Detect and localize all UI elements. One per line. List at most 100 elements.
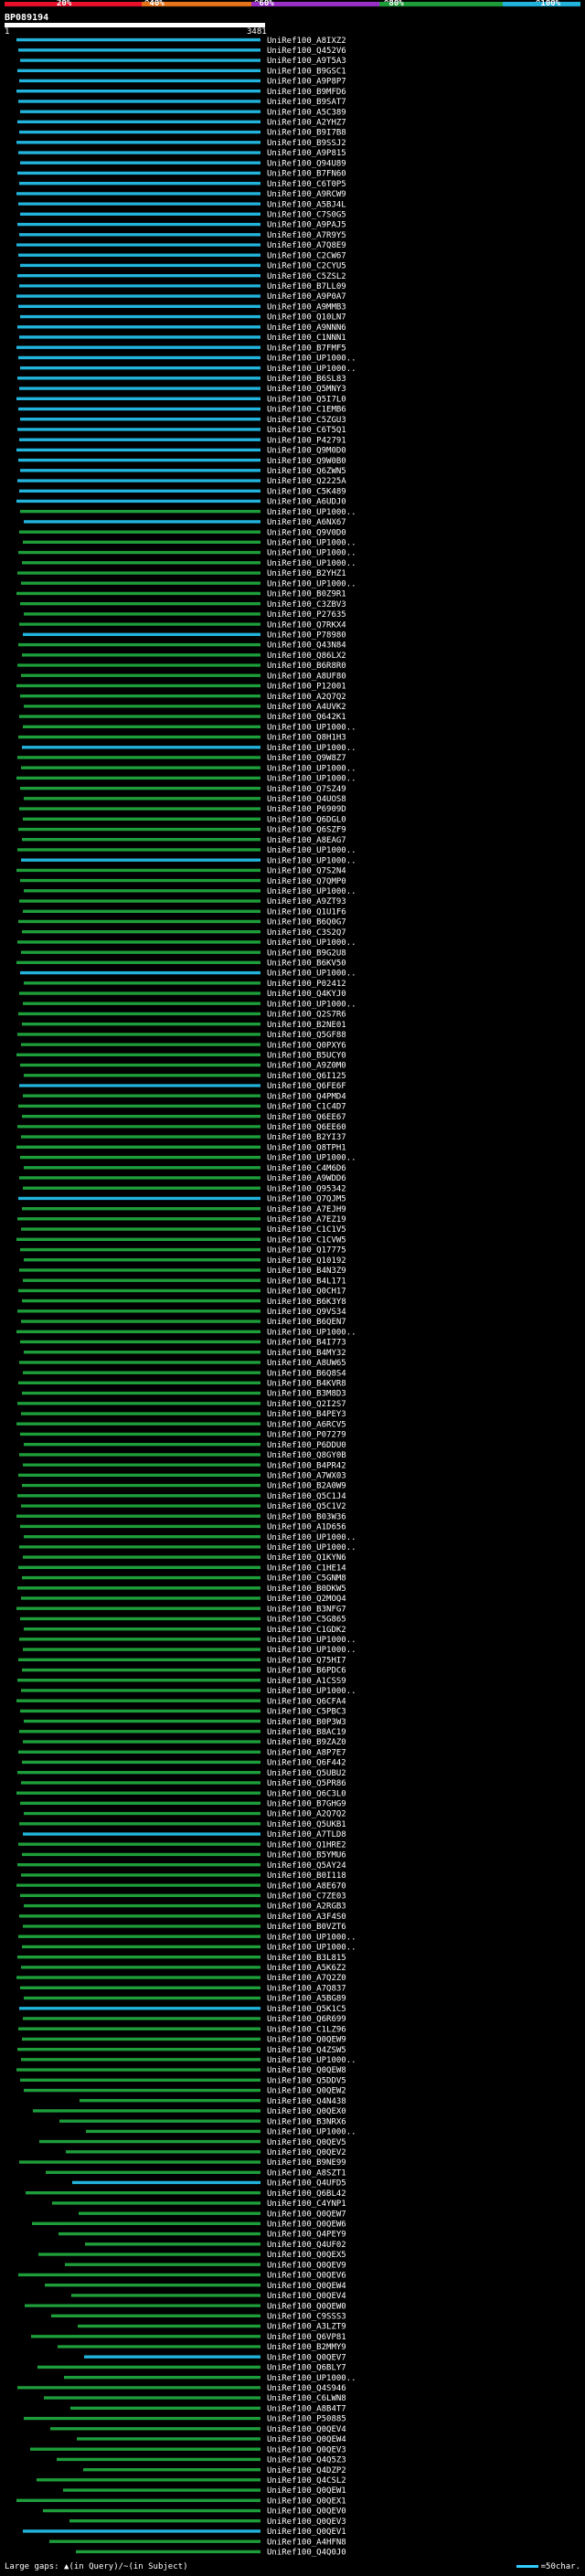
hit-label: UniRef100_Q1HRE2: [267, 1840, 346, 1850]
hit-label: UniRef100_C5ZGU3: [267, 416, 346, 425]
hit-label: UniRef100_B2YI37: [267, 1133, 346, 1142]
hit-label: UniRef100_Q4UFD5: [267, 2179, 346, 2189]
hit-label: UniRef100_Q4UF02: [267, 2241, 346, 2250]
hit-label: UniRef100_B03W36: [267, 1512, 346, 1521]
hit-label: UniRef100_UP1000..: [267, 1944, 356, 1953]
hit-label: UniRef100_UP1000..: [267, 2056, 356, 2065]
hit-label: UniRef100_Q2225A: [267, 477, 346, 486]
hit-label: UniRef100_C5PBC3: [267, 1708, 346, 1717]
hit-label: UniRef100_A8SZT1: [267, 2168, 346, 2178]
hit-label: UniRef100_Q0QEV4: [267, 2425, 346, 2434]
hit-label: UniRef100_B4N3Z9: [267, 1267, 346, 1276]
hit-label: UniRef100_B2MMY9: [267, 2343, 346, 2352]
hit-label: UniRef100_Q6FE6F: [267, 1082, 346, 1091]
hit-label: UniRef100_A5BJ4L: [267, 200, 346, 209]
hit-label: UniRef100_A1D656: [267, 1523, 346, 1532]
hit-label: UniRef100_C1EMB6: [267, 406, 346, 415]
hit-label: UniRef100_Q6F442: [267, 1759, 346, 1768]
hit-label: UniRef100_Q43N84: [267, 641, 346, 651]
identity-colorbar: [5, 2, 580, 11]
hit-label: UniRef100_A9P0A7: [267, 292, 346, 302]
hit-label: UniRef100_Q0PXY6: [267, 1041, 346, 1050]
hit-label: UniRef100_UP1000..: [267, 1533, 356, 1542]
tick-60: ^60%: [254, 0, 274, 8]
hit-label: UniRef100_UP1000..: [267, 764, 356, 773]
hit-label: UniRef100_Q4CSL2: [267, 2476, 346, 2486]
hit-label: UniRef100_A8E670: [267, 1882, 346, 1891]
tick-100: ^100%: [536, 0, 561, 8]
hit-label: UniRef100_UP1000..: [267, 1687, 356, 1696]
hit-label: UniRef100_C2CYU5: [267, 262, 346, 271]
query-id: BP089194: [5, 13, 49, 23]
hit-label: UniRef100_B6PDC6: [267, 1667, 346, 1676]
hit-label: UniRef100_A2RGB3: [267, 1903, 346, 1912]
hit-label: UniRef100_Q0QEW1: [267, 2486, 346, 2496]
hit-label: UniRef100_UP1000..: [267, 579, 356, 588]
hit-label: UniRef100_UP1000..: [267, 2374, 356, 2383]
hit-label: UniRef100_A8EAG7: [267, 836, 346, 845]
hit-label: UniRef100_Q2MOQ4: [267, 1595, 346, 1604]
hit-label: UniRef100_UP1000..: [267, 887, 356, 896]
hit-label: UniRef100_Q4PMD4: [267, 1092, 346, 1101]
hit-label: UniRef100_A3F4S0: [267, 1913, 346, 1922]
hit-label: UniRef100_UP1000..: [267, 1933, 356, 1942]
hit-label: UniRef100_Q0QEV4: [267, 2292, 346, 2301]
hit-label: UniRef100_Q6BL42: [267, 2189, 346, 2199]
hit-label: UniRef100_B9G2U8: [267, 949, 346, 958]
hit-label: UniRef100_A2Q7Q2: [267, 693, 346, 702]
hit-label: UniRef100_UP1000..: [267, 1328, 356, 1337]
hit-label: UniRef100_C1GDK2: [267, 1626, 346, 1635]
hit-label: UniRef100_A5BG89: [267, 1995, 346, 2004]
hit-label: UniRef100_A7EJH9: [267, 1205, 346, 1214]
hit-label: UniRef100_B4MY32: [267, 1349, 346, 1358]
hit-label: UniRef100_B9I7B8: [267, 129, 346, 138]
hit-label: UniRef100_A7Q8E9: [267, 241, 346, 250]
hit-label: UniRef100_Q7SZ49: [267, 785, 346, 794]
hit-label: UniRef100_B4PEY3: [267, 1410, 346, 1419]
hit-label: UniRef100_A9ZT93: [267, 897, 346, 906]
hit-label: UniRef100_UP1000..: [267, 1000, 356, 1009]
hit-label: UniRef100_A5C389: [267, 108, 346, 117]
hit-label: UniRef100_A9T5A3: [267, 57, 346, 66]
hit-label: UniRef100_Q7QJM5: [267, 1195, 346, 1204]
hit-label: UniRef100_B6QEN7: [267, 1318, 346, 1327]
hit-label: UniRef100_UP1000..: [267, 1154, 356, 1163]
hit-label: UniRef100_A6NX67: [267, 518, 346, 527]
hit-label: UniRef100_B9GSC1: [267, 67, 346, 76]
hit-label: UniRef100_UP1000..: [267, 856, 356, 865]
hit-label: UniRef100_A9WDD6: [267, 1174, 346, 1183]
hit-label: UniRef100_Q5UKB1: [267, 1820, 346, 1829]
hit-label: UniRef100_Q1U1F6: [267, 907, 346, 917]
query-start: 1: [5, 27, 10, 37]
scale-bar: [516, 2565, 538, 2568]
hit-label: UniRef100_B0Z9R1: [267, 590, 346, 599]
hit-label: UniRef100_Q6VP81: [267, 2333, 346, 2342]
hit-label: UniRef100_B4PR42: [267, 1461, 346, 1470]
hit-label: UniRef100_Q6I125: [267, 1072, 346, 1081]
hit-label: UniRef100_UP1000..: [267, 539, 356, 548]
hit-label: UniRef100_Q0CH17: [267, 1288, 346, 1297]
hit-label: UniRef100_UP1000..: [267, 365, 356, 374]
hit-label: UniRef100_Q6C3L0: [267, 1789, 346, 1798]
hit-label: UniRef100_A7R9Y5: [267, 231, 346, 240]
hit-label: UniRef100_UP1000..: [267, 1543, 356, 1553]
hit-label: UniRef100_B0I118: [267, 1871, 346, 1881]
hit-label: UniRef100_B9SAT7: [267, 98, 346, 107]
hit-label: UniRef100_B7FMF5: [267, 344, 346, 353]
scale-legend: =50char.: [516, 2560, 580, 2573]
hit-label: UniRef100_Q9W8Z7: [267, 754, 346, 763]
hit-label: UniRef100_B7LL09: [267, 282, 346, 292]
hit-label: UniRef100_Q9M0D0: [267, 447, 346, 456]
hit-label: UniRef100_Q8H1H3: [267, 734, 346, 743]
hit-label: UniRef100_Q9V0D0: [267, 528, 346, 537]
hit-label: UniRef100_Q5C1V2: [267, 1502, 346, 1511]
hit-label: UniRef100_A9NNN6: [267, 323, 346, 333]
hit-label: UniRef100_C6LWN8: [267, 2394, 346, 2403]
hit-label: UniRef100_B3NRX6: [267, 2117, 346, 2126]
query-end: 3481: [247, 27, 267, 37]
hit-label: UniRef100_A7Q837: [267, 1984, 346, 1993]
hit-label: UniRef100_Q5I7L0: [267, 395, 346, 404]
hit-label: UniRef100_Q94U89: [267, 159, 346, 168]
hit-label: UniRef100_A4HFN8: [267, 2538, 346, 2547]
hit-label: UniRef100_B4KVR8: [267, 1380, 346, 1389]
